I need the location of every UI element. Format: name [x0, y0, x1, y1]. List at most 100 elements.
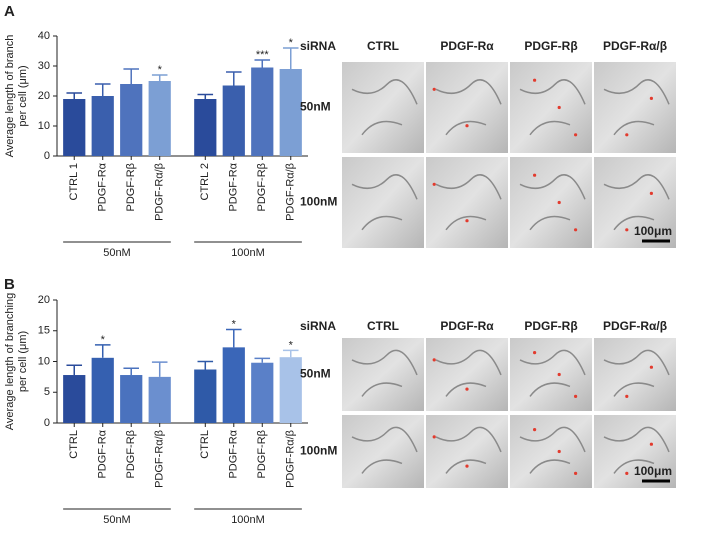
error-bar: [254, 59, 271, 68]
error-bar: [123, 367, 139, 376]
cell-shape: [519, 426, 586, 474]
bar: [194, 99, 217, 156]
bar: [194, 369, 217, 423]
marker-dot: [574, 394, 578, 398]
micrograph: [342, 62, 424, 153]
cell-shape: [351, 174, 418, 231]
micrograph: [594, 415, 676, 488]
column-label: PDGF-Rβ: [524, 319, 577, 333]
y-axis-label: Average length of branch: [4, 35, 16, 158]
micrograph: [426, 338, 508, 411]
scale-bar-label: 100μm: [634, 464, 672, 478]
bar: [120, 84, 143, 156]
x-tick-label: PDGF-Rβ: [125, 163, 137, 212]
marker-dot: [625, 394, 629, 398]
cell-shape: [603, 174, 670, 231]
marker-dot: [432, 182, 436, 186]
column-label: PDGF-Rβ: [524, 39, 577, 53]
significance: *: [101, 334, 106, 346]
significance: *: [158, 64, 163, 76]
micrograph: [594, 157, 676, 248]
significance: *: [289, 339, 294, 351]
micrograph: [426, 157, 508, 248]
group-label: 50nM: [103, 247, 131, 259]
cell-shape: [603, 426, 670, 474]
micrograph: [594, 338, 676, 411]
y-axis-label: per cell (μm): [17, 331, 29, 392]
bar: [91, 357, 114, 423]
marker-dot: [574, 228, 578, 232]
marker-dot: [557, 372, 561, 377]
y-tick-label: 20: [38, 294, 50, 306]
x-tick-label: PDGF-Rα: [228, 429, 240, 478]
bar: [251, 67, 274, 156]
y-tick-label: 30: [38, 60, 50, 72]
x-tick-label: PDGF-Rβ: [256, 163, 268, 212]
panel-label: B: [4, 276, 15, 293]
bar: [222, 347, 245, 423]
y-tick-label: 10: [38, 120, 50, 132]
row-label: 100nM: [300, 444, 337, 458]
marker-dot: [574, 471, 578, 475]
cell-shape: [351, 426, 418, 474]
bar: [148, 81, 171, 156]
micrograph: [342, 415, 424, 488]
x-tick-label: PDGF-Rα: [228, 162, 240, 211]
cell-shape: [435, 79, 502, 136]
group-label: 100nM: [231, 514, 265, 526]
bar: [222, 85, 245, 156]
error-bar: [226, 71, 242, 86]
error-bar: [66, 92, 83, 99]
marker-dot: [625, 228, 629, 232]
x-tick-label: CTRL 1: [68, 163, 80, 201]
error-bar: [66, 364, 83, 376]
error-bar: [226, 328, 242, 348]
marker-dot: [625, 471, 629, 475]
error-bar: [94, 344, 111, 358]
marker-dot: [465, 124, 469, 128]
cell-shape: [519, 349, 586, 397]
bar: [120, 375, 143, 423]
column-label: CTRL: [367, 39, 399, 53]
micrograph: [510, 157, 592, 248]
error-bar: [151, 74, 168, 81]
y-tick-label: 0: [44, 150, 50, 162]
significance: *: [289, 37, 294, 49]
group-label: 50nM: [103, 514, 131, 526]
x-tick-label: PDGF-Rα/β: [285, 163, 297, 221]
cell-shape: [519, 79, 586, 136]
marker-dot: [649, 442, 654, 446]
x-tick-label: CTRL: [199, 430, 211, 459]
significance: ***: [256, 49, 270, 61]
y-tick-label: 0: [44, 417, 50, 429]
panel-label: A: [4, 3, 15, 20]
bar: [63, 99, 86, 156]
marker-dot: [465, 464, 469, 468]
bar: [91, 96, 114, 156]
marker-dot: [574, 133, 578, 137]
micrograph: [342, 157, 424, 248]
y-tick-label: 20: [38, 90, 50, 102]
marker-dot: [557, 200, 561, 205]
row-label: 50nM: [300, 100, 331, 114]
bar: [251, 362, 274, 423]
error-bar: [197, 360, 214, 370]
row-label: 50nM: [300, 367, 331, 381]
grid-header: siRNA: [300, 319, 336, 333]
x-tick-label: PDGF-Rβ: [125, 430, 137, 479]
group-label: 100nM: [231, 247, 265, 259]
y-tick-label: 40: [38, 30, 50, 42]
error-bar: [282, 47, 299, 69]
marker-dot: [533, 428, 537, 432]
marker-dot: [465, 387, 469, 391]
marker-dot: [533, 173, 537, 177]
marker-dot: [557, 449, 561, 454]
column-label: PDGF-Rα: [440, 319, 494, 333]
cell-shape: [603, 349, 670, 397]
marker-dot: [465, 219, 469, 223]
cell-shape: [351, 349, 418, 397]
marker-dot: [432, 87, 436, 91]
grid-header: siRNA: [300, 39, 336, 53]
error-bar: [197, 93, 214, 99]
